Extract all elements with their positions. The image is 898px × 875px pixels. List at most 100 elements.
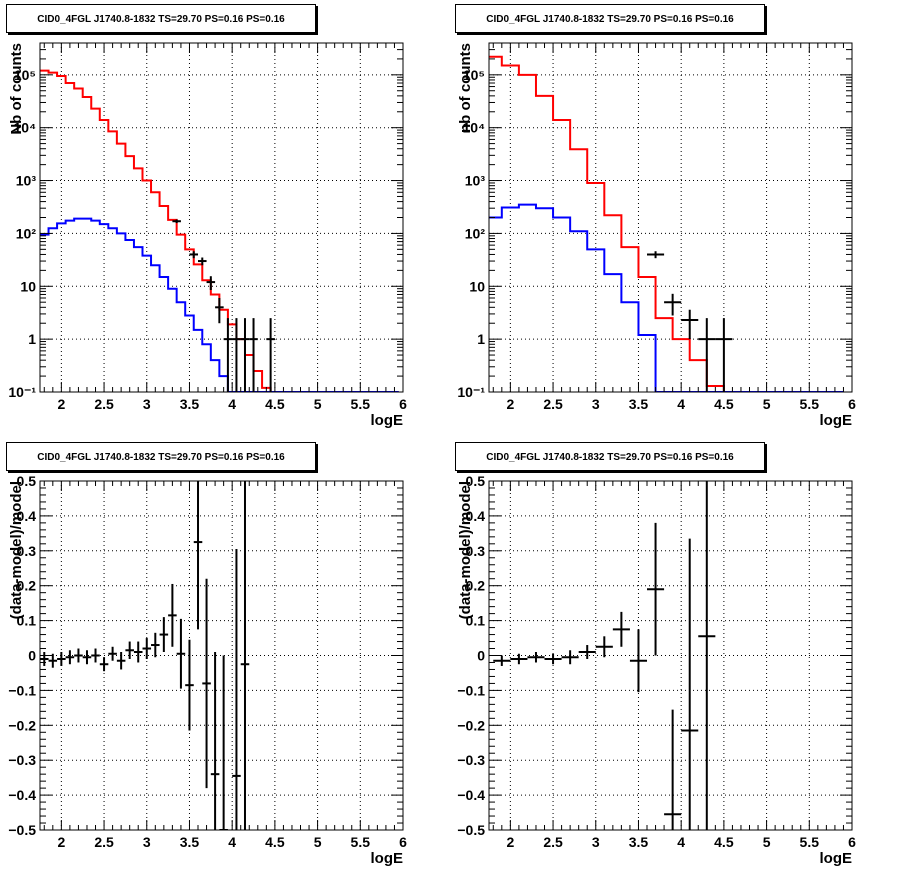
y-tick-label: 10⁴ (14, 120, 37, 136)
y-tick-label: −0.5 (8, 822, 36, 838)
y-axis-label: (data-model)/model (8, 481, 25, 619)
y-tick-label: −0.2 (457, 717, 485, 733)
counts-panel-left: 2 2.5 3 3.5 4 4.5 5 5.5 6 10⁻¹ 1 10 10² 10³ 10⁴ 10⁵ logE… (0, 0, 449, 437)
x-tick-label: 6 (399, 396, 407, 412)
histogram-series (489, 55, 844, 392)
y-tick-label: 0.1 (17, 613, 37, 629)
y-tick-label: 10² (465, 225, 486, 241)
y-tick-label: 10 (469, 278, 485, 294)
y-tick-label: 10² (16, 225, 37, 241)
y-tick-label: 0.4 (17, 508, 37, 524)
x-tick-label: 2 (506, 834, 514, 850)
x-tick-label: 5 (763, 834, 771, 850)
x-tick-label: 6 (848, 396, 856, 412)
x-tick-label: 3 (592, 396, 600, 412)
plot-area (40, 481, 250, 830)
x-tick-label: 2.5 (543, 834, 563, 850)
chart-title: CID0_4FGL J1740.8-1832 TS=29.70 PS=0.16 … (6, 4, 316, 33)
plot-area (493, 481, 716, 830)
histogram-series (40, 69, 399, 392)
residual-chart-left: 2 2.5 3 3.5 4 4.5 5 5.5 6 −0.5 −0.4 −0.3 −0.2 −0.1 0 0.… (8, 473, 407, 867)
y-tick-label: 0.5 (17, 473, 37, 489)
x-tick-label: 4 (228, 834, 236, 850)
y-tick-label: 0 (477, 648, 485, 664)
y-tick-label: 10⁻¹ (457, 384, 485, 400)
x-tick-label: 4 (677, 834, 685, 850)
x-tick-label: 5 (314, 396, 322, 412)
x-tick-label: 5 (314, 834, 322, 850)
y-tick-label: 0.2 (466, 578, 486, 594)
x-tick-label: 3.5 (180, 396, 200, 412)
y-tick-label: −0.3 (8, 752, 36, 768)
residual-panel-right: 2 2.5 3 3.5 4 4.5 5 5.5 6 −0.5 −0.4 −0.3 −0.2 −0.1 0 0.… (449, 438, 898, 875)
x-tick-label: 5.5 (800, 396, 820, 412)
x-tick-label: 3.5 (629, 396, 649, 412)
y-tick-label: 0.5 (466, 473, 486, 489)
x-tick-label: 4 (677, 396, 685, 412)
y-axis-label: Nb of counts (8, 43, 25, 135)
x-tick-label: 2.5 (94, 396, 114, 412)
histogram-series (40, 217, 399, 392)
x-tick-label: 2.5 (543, 396, 563, 412)
y-tick-label: −0.1 (8, 682, 36, 698)
chart-title: CID0_4FGL J1740.8-1832 TS=29.70 PS=0.16 … (455, 442, 765, 471)
x-tick-label: 6 (399, 834, 407, 850)
x-tick-label: 2 (57, 834, 65, 850)
plot-area (40, 69, 399, 392)
y-axis-label: (data-model)/model (457, 481, 474, 619)
x-tick-label: 5 (763, 396, 771, 412)
x-tick-label: 3 (592, 834, 600, 850)
y-tick-label: −0.2 (8, 717, 36, 733)
x-tick-label: 3.5 (180, 834, 200, 850)
x-tick-label: 4.5 (714, 396, 734, 412)
plot-area (489, 55, 844, 392)
x-axis-label: logE (371, 412, 404, 429)
y-tick-label: 10⁴ (463, 120, 486, 136)
counts-chart-right: 2 2.5 3 3.5 4 4.5 5 5.5 6 10⁻¹ 1 10 10² 10³ 10⁴ 10⁵ logE… (457, 42, 856, 429)
x-tick-label: 2 (506, 396, 514, 412)
chart-title: CID0_4FGL J1740.8-1832 TS=29.70 PS=0.16 … (455, 4, 765, 33)
y-tick-label: −0.1 (457, 682, 485, 698)
x-tick-label: 4.5 (265, 396, 285, 412)
y-tick-label: 0.2 (17, 578, 37, 594)
x-tick-label: 3.5 (629, 834, 649, 850)
y-tick-label: 0.3 (17, 543, 37, 559)
x-tick-label: 5.5 (800, 834, 820, 850)
y-tick-label: 10⁵ (463, 67, 485, 83)
x-tick-label: 5.5 (351, 396, 371, 412)
y-tick-label: 0 (28, 648, 36, 664)
x-tick-label: 5.5 (351, 834, 371, 850)
x-tick-label: 4.5 (265, 834, 285, 850)
y-tick-label: 10⁵ (14, 67, 36, 83)
x-tick-label: 4.5 (714, 834, 734, 850)
histogram-series (489, 203, 844, 392)
residual-chart-right: 2 2.5 3 3.5 4 4.5 5 5.5 6 −0.5 −0.4 −0.3 −0.2 −0.1 0 0.… (457, 473, 856, 867)
y-tick-label: 10³ (465, 173, 486, 189)
x-axis-label: logE (820, 850, 853, 867)
y-tick-label: −0.4 (457, 787, 485, 803)
residual-panel-left: 2 2.5 3 3.5 4 4.5 5 5.5 6 −0.5 −0.4 −0.3 −0.2 −0.1 0 0.… (0, 438, 449, 875)
y-axis-label: nb of counts (457, 43, 474, 133)
y-tick-label: −0.3 (457, 752, 485, 768)
x-axis-label: logE (820, 412, 853, 429)
y-tick-label: 10³ (16, 173, 37, 189)
y-tick-label: −0.5 (457, 822, 485, 838)
y-tick-label: 0.1 (466, 613, 486, 629)
x-tick-label: 2 (57, 396, 65, 412)
y-tick-label: −0.4 (8, 787, 36, 803)
x-tick-label: 2.5 (94, 834, 114, 850)
plot-frame (39, 42, 404, 393)
y-tick-label: 0.3 (466, 543, 486, 559)
x-tick-label: 6 (848, 834, 856, 850)
chart-title: CID0_4FGL J1740.8-1832 TS=29.70 PS=0.16 … (6, 442, 316, 471)
y-tick-label: 10 (20, 278, 36, 294)
x-tick-label: 3 (143, 834, 151, 850)
y-tick-label: 1 (477, 331, 485, 347)
counts-panel-right: 2 2.5 3 3.5 4 4.5 5 5.5 6 10⁻¹ 1 10 10² 10³ 10⁴ 10⁵ logE… (449, 0, 898, 437)
x-axis-label: logE (371, 850, 404, 867)
counts-chart-left: 2 2.5 3 3.5 4 4.5 5 5.5 6 10⁻¹ 1 10 10² 10³ 10⁴ 10⁵ logE… (8, 42, 407, 429)
x-tick-label: 3 (143, 396, 151, 412)
y-tick-label: 10⁻¹ (8, 384, 36, 400)
x-tick-label: 4 (228, 396, 236, 412)
y-tick-label: 1 (28, 331, 36, 347)
